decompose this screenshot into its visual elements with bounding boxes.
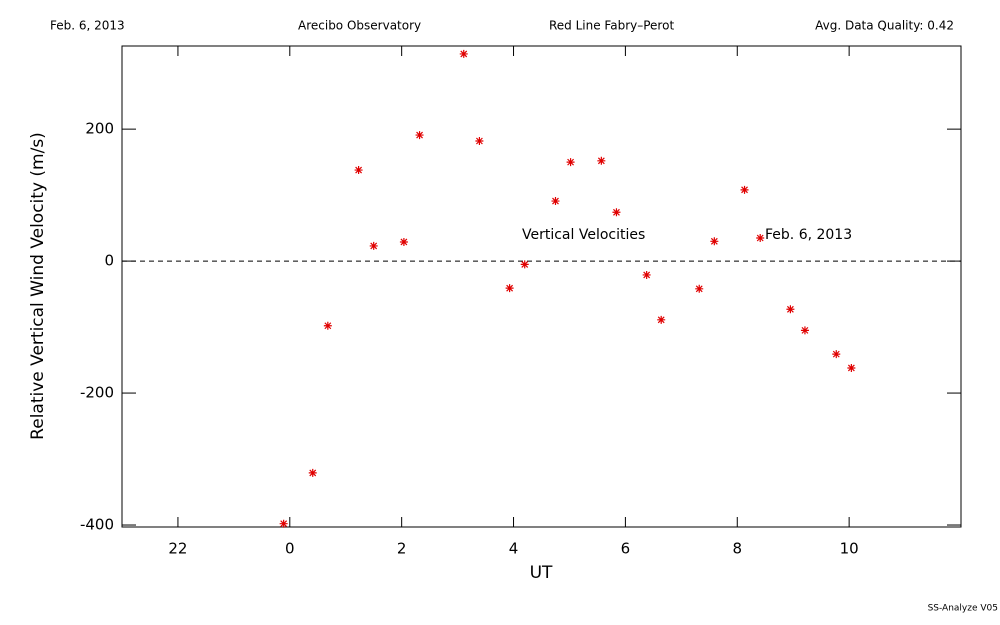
y-axis-label: Relative Vertical Wind Velocity (m/s) [28,132,48,440]
point [354,166,363,175]
x-tick-label: 4 [509,540,519,558]
point [551,197,560,206]
annotation: Vertical Velocities [522,227,645,243]
footer: SS-Analyze V05 [928,604,998,614]
y-tick-label: 0 [104,252,114,270]
y-tick-label: 200 [85,120,114,138]
x-tick-label: 2 [397,540,407,558]
point [505,284,514,293]
point [520,260,529,269]
header-instrument: Red Line Fabry–Perot [549,19,674,33]
point [832,350,841,359]
y-tick-label: -400 [80,516,114,534]
point [308,468,317,477]
point [740,185,749,194]
header-site: Arecibo Observatory [298,19,421,33]
point [847,363,856,372]
x-axis-label: UT [530,563,553,583]
point [399,237,408,246]
plot-frame [121,45,962,528]
point [756,234,765,243]
x-tick-label: 22 [168,540,187,558]
y-tick-label: -200 [80,384,114,402]
point [369,241,378,250]
point [566,158,575,167]
point [279,519,288,528]
point [459,49,468,58]
x-tick-label: 0 [285,540,295,558]
point [695,284,704,293]
x-tick-label: 10 [840,540,859,558]
point [642,270,651,279]
x-tick-label: 8 [732,540,742,558]
point [475,137,484,146]
point [786,305,795,314]
header-date: Feb. 6, 2013 [50,19,125,33]
point [323,321,332,330]
point [597,156,606,165]
point [415,131,424,140]
x-tick-label: 6 [621,540,631,558]
point [710,237,719,246]
annotation: Feb. 6, 2013 [765,227,852,243]
point [657,315,666,324]
point [800,326,809,335]
point [612,208,621,217]
header-quality: Avg. Data Quality: 0.42 [815,19,954,33]
